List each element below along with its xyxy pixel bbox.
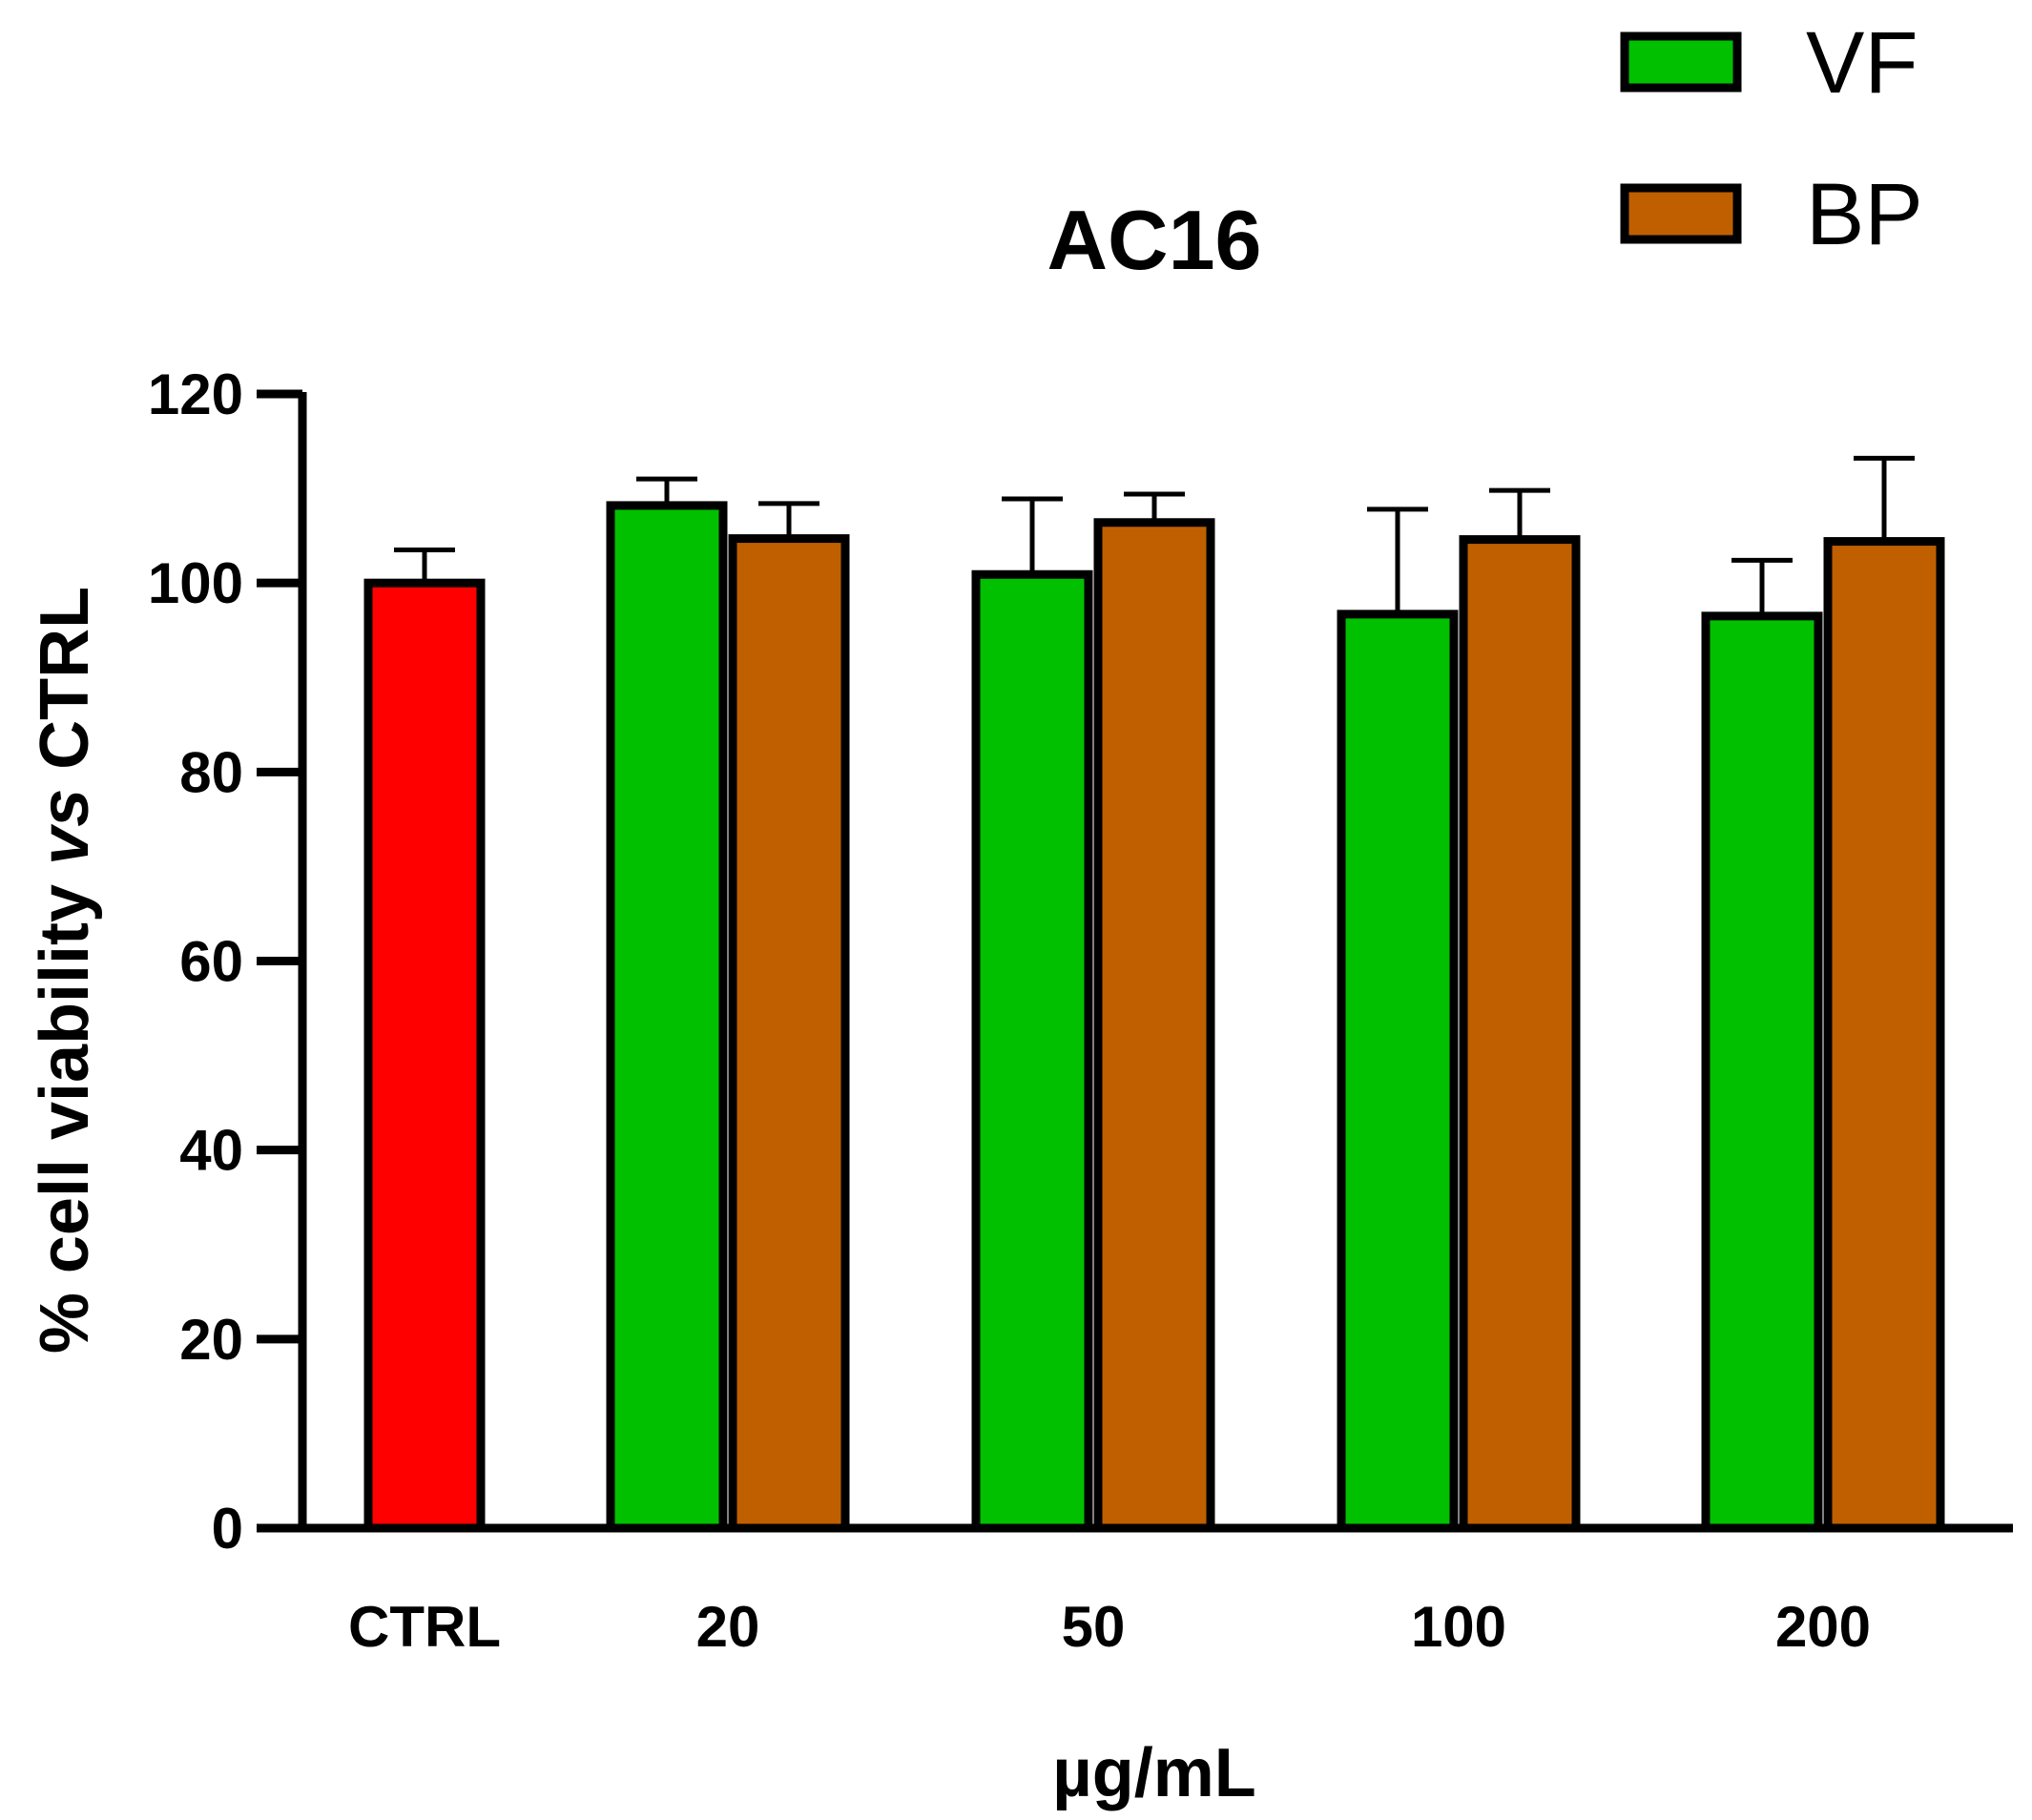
legend: VF BP (1620, 14, 1923, 263)
x-tick-label-200: 200 (1775, 1595, 1871, 1659)
bar-bp-50 (1093, 518, 1215, 1533)
x-tick-label-100: 100 (1411, 1595, 1506, 1659)
y-tick-label-80: 80 (179, 740, 243, 804)
bar-vf-20 (606, 501, 728, 1533)
legend-label-bp: BP (1806, 166, 1923, 263)
bar-bp-200 (1823, 537, 1945, 1533)
bars-layer (363, 501, 1945, 1533)
y-tick-label-0: 0 (212, 1497, 243, 1561)
legend-label-vf: VF (1806, 14, 1918, 112)
y-tick-label-40: 40 (179, 1119, 243, 1183)
y-axis-label-prefix: % cell viability (27, 865, 103, 1354)
y-tick-label-100: 100 (148, 551, 243, 615)
y-axis-label-suffix: CTRL (27, 587, 103, 789)
axes-layer: 0 20 40 60 80 100 120 CTRL 20 50 100 200 (148, 362, 2013, 1659)
x-tick-label-ctrl: CTRL (348, 1595, 501, 1659)
y-axis-label-italic: vs (27, 789, 103, 865)
error-bars-layer (394, 455, 1915, 616)
x-axis-label: µg/mL (1052, 1735, 1255, 1811)
legend-swatch-bp (1620, 183, 1742, 244)
y-axis-label: % cell viability vs CTRL (27, 587, 103, 1354)
legend-swatch-vf (1620, 31, 1742, 93)
bar-vf-200 (1701, 611, 1823, 1533)
x-tick-label-50: 50 (1062, 1595, 1126, 1659)
y-tick-label-120: 120 (148, 362, 243, 426)
y-tick-label-60: 60 (179, 930, 243, 994)
bar-bp-20 (728, 534, 850, 1533)
x-tick-label-20: 20 (696, 1595, 760, 1659)
chart-title: AC16 (1047, 193, 1262, 287)
y-tick-label-20: 20 (179, 1308, 243, 1372)
bar-bp-100 (1459, 535, 1581, 1533)
bar-ctrl-ctrl (363, 578, 486, 1533)
bar-vf-50 (971, 569, 1093, 1533)
bar-vf-100 (1337, 610, 1459, 1533)
